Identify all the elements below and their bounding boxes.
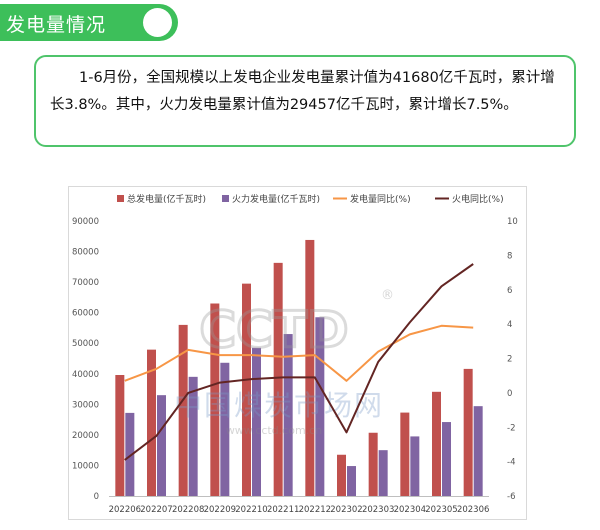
legend-swatch bbox=[222, 195, 229, 202]
bar bbox=[442, 422, 451, 496]
bar bbox=[315, 317, 325, 496]
bar bbox=[147, 349, 156, 496]
legend-label: 总发电量(亿千瓦时) bbox=[127, 193, 206, 205]
legend-label: 发电量同比(%) bbox=[350, 193, 411, 205]
bar bbox=[400, 412, 410, 496]
bar bbox=[178, 324, 188, 496]
right-tick-label: 10 bbox=[507, 217, 518, 227]
bar bbox=[188, 376, 198, 496]
x-tick-label: 202206 bbox=[109, 505, 141, 515]
x-tick-label: 202208 bbox=[172, 505, 204, 515]
watermark: CCTD ® 中国煤炭市场网 www.cctd.com.cn bbox=[174, 288, 394, 437]
x-axis: 202206 202207 202208 202209 202210 202211 2022… bbox=[109, 496, 489, 515]
combo-chart: 总发电量(亿千瓦时) 火力发电量(亿千瓦时) 发电量同比(%) 火电同比(%) 0 10… bbox=[72, 193, 518, 515]
bar bbox=[473, 406, 483, 496]
right-tick-label: -4 bbox=[507, 458, 515, 468]
bar bbox=[242, 283, 251, 496]
x-tick-label: 202302 bbox=[330, 505, 362, 515]
watermark-registered: ® bbox=[381, 288, 394, 303]
bar bbox=[347, 466, 356, 496]
right-axis: -6 -4 -2 0 2 4 6 8 10 bbox=[507, 217, 518, 502]
x-tick-label: 202211 bbox=[267, 505, 299, 515]
bar bbox=[252, 347, 261, 496]
left-tick-label: 40000 bbox=[72, 370, 99, 380]
series-line bbox=[124, 324, 474, 382]
bar bbox=[283, 334, 293, 496]
left-tick-label: 50000 bbox=[72, 339, 99, 349]
summary-text: 1-6月份，全国规模以上发电企业发电量累计值为41680亿千瓦时，累计增长3.8… bbox=[50, 70, 555, 113]
line-series bbox=[124, 263, 474, 461]
watermark-url: www.cctd.com.cn bbox=[226, 424, 322, 437]
bar bbox=[463, 368, 473, 496]
left-axis: 0 10000 20000 30000 40000 50000 60000 70000 8000… bbox=[72, 217, 99, 502]
summary-box: 1-6月份，全国规模以上发电企业发电量累计值为41680亿千瓦时，累计增长3.8… bbox=[34, 55, 576, 147]
bar bbox=[305, 239, 315, 496]
legend-label: 火力发电量(亿千瓦时) bbox=[232, 193, 320, 205]
bar bbox=[410, 436, 420, 496]
bar bbox=[378, 450, 388, 496]
right-tick-label: 4 bbox=[507, 320, 512, 330]
chart-legend: 总发电量(亿千瓦时) 火力发电量(亿千瓦时) 发电量同比(%) 火电同比(%) bbox=[117, 193, 504, 205]
bar bbox=[432, 391, 441, 496]
x-tick-label: 202305 bbox=[425, 505, 457, 515]
right-tick-label: -2 bbox=[507, 423, 515, 433]
bar bbox=[273, 262, 283, 496]
legend-swatch bbox=[117, 195, 124, 202]
x-tick-label: 202209 bbox=[204, 505, 236, 515]
x-tick-label: 202304 bbox=[394, 505, 426, 515]
bar-series bbox=[115, 239, 483, 496]
watermark-cn-text: 中国煤炭市场网 bbox=[174, 389, 384, 422]
bar bbox=[210, 303, 220, 496]
bar bbox=[220, 362, 230, 496]
left-tick-label: 60000 bbox=[72, 309, 99, 319]
x-tick-label: 202303 bbox=[362, 505, 394, 515]
bar bbox=[368, 432, 378, 496]
x-tick-label: 202207 bbox=[140, 505, 172, 515]
bar bbox=[157, 395, 166, 496]
bar bbox=[125, 412, 135, 496]
right-tick-label: 6 bbox=[507, 286, 512, 296]
right-tick-label: -6 bbox=[507, 492, 515, 502]
left-tick-label: 0 bbox=[94, 492, 99, 502]
x-tick-label: 202212 bbox=[299, 505, 331, 515]
toggle-circle-icon bbox=[143, 8, 172, 37]
section-header: 发电量情况 bbox=[0, 4, 178, 41]
left-tick-label: 10000 bbox=[72, 461, 99, 471]
bar bbox=[115, 375, 125, 496]
legend-label: 火电同比(%) bbox=[452, 193, 504, 205]
x-tick-label: 202210 bbox=[235, 505, 267, 515]
right-tick-label: 0 bbox=[507, 389, 512, 399]
watermark-logo: CCTD bbox=[200, 301, 349, 359]
left-tick-label: 20000 bbox=[72, 431, 99, 441]
x-tick-label: 202306 bbox=[457, 505, 489, 515]
right-tick-label: 2 bbox=[507, 355, 512, 365]
left-tick-label: 30000 bbox=[72, 400, 99, 410]
bar bbox=[337, 454, 346, 496]
chart-container: 总发电量(亿千瓦时) 火力发电量(亿千瓦时) 发电量同比(%) 火电同比(%) 0 10… bbox=[68, 186, 527, 520]
left-tick-label: 70000 bbox=[72, 278, 99, 288]
left-tick-label: 80000 bbox=[72, 248, 99, 258]
section-title: 发电量情况 bbox=[6, 14, 107, 36]
series-line bbox=[124, 263, 474, 461]
left-tick-label: 90000 bbox=[72, 217, 99, 227]
right-tick-label: 8 bbox=[507, 251, 512, 261]
